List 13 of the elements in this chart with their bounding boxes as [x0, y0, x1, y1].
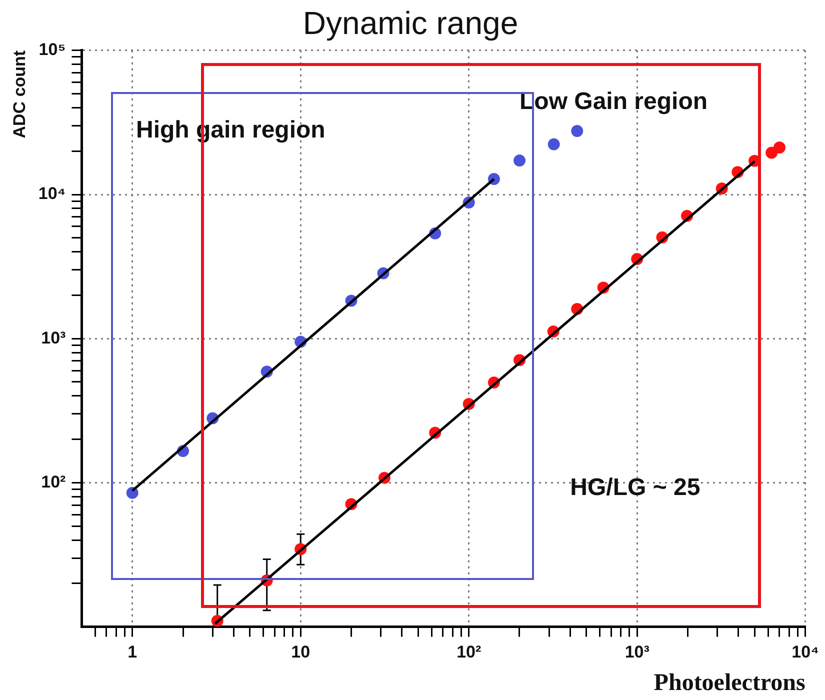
y-tick-label: 10²	[41, 472, 66, 492]
x-tick-label: 10³	[624, 642, 650, 662]
annotation: HG/LG ~ 25	[570, 474, 700, 502]
y-tick-label: 10⁴	[38, 184, 66, 204]
x-axis-title: Photoelectrons	[654, 670, 806, 696]
y-tick-label: 10⁵	[38, 40, 66, 60]
x-tick-label: 10	[291, 642, 310, 662]
x-tick-label: 10²	[456, 642, 482, 662]
y-axis-title: ADC count	[10, 50, 29, 138]
x-tick-label: 10⁴	[792, 642, 820, 662]
y-tick-label: 10³	[41, 328, 66, 348]
chart-title: Dynamic range	[302, 5, 518, 42]
x-tick-label: 1	[128, 642, 138, 662]
